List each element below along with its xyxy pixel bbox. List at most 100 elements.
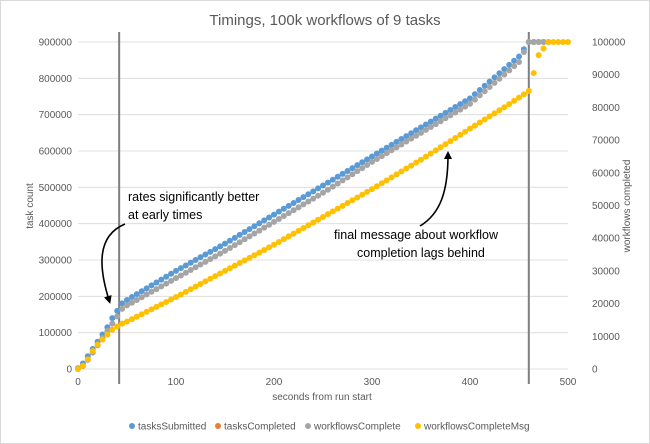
data-point — [383, 150, 390, 157]
data-point — [462, 103, 469, 110]
data-point — [457, 106, 464, 113]
data-point — [447, 106, 454, 113]
legend-marker — [129, 423, 135, 429]
data-point — [163, 280, 170, 287]
data-point — [437, 112, 444, 119]
data-point — [442, 141, 449, 148]
data-point — [535, 52, 542, 59]
legend-item-tasksCompleted: tasksCompleted — [215, 422, 296, 433]
data-point — [246, 254, 253, 261]
data-point — [163, 273, 170, 280]
data-point — [530, 70, 537, 77]
y-tick-label: 600000 — [39, 147, 73, 158]
legend-label: tasksCompleted — [224, 422, 296, 433]
data-point — [128, 316, 135, 323]
data-point — [212, 273, 219, 280]
data-point — [246, 226, 253, 233]
y2-tick-label: 90000 — [592, 70, 620, 81]
data-point — [89, 348, 96, 355]
data-point — [212, 253, 219, 260]
data-point — [300, 194, 307, 201]
data-point — [418, 156, 424, 163]
y2-tick-label: 10000 — [592, 332, 620, 343]
data-point — [349, 197, 356, 204]
data-point — [506, 101, 513, 108]
y2-tick-label: 50000 — [592, 201, 620, 212]
data-point — [295, 227, 302, 234]
data-point — [280, 236, 287, 243]
data-point — [344, 200, 351, 207]
x-tick-label: 200 — [266, 377, 283, 388]
data-point — [364, 161, 371, 168]
data-point — [182, 269, 189, 276]
data-point — [476, 86, 483, 93]
data-point — [442, 109, 449, 116]
data-point — [217, 270, 224, 277]
y-tick-label: 300000 — [39, 256, 73, 267]
data-point — [173, 294, 179, 301]
data-point — [109, 320, 116, 327]
data-point — [280, 213, 287, 220]
y2-tick-label: 100000 — [592, 38, 626, 49]
data-point — [285, 210, 292, 217]
data-point — [501, 71, 508, 78]
annotation-text: completion lags behind — [357, 246, 485, 260]
data-point — [231, 234, 238, 241]
y2-tick-label: 70000 — [592, 136, 620, 147]
data-point — [153, 303, 160, 310]
data-point — [114, 307, 121, 314]
data-point — [163, 298, 170, 305]
data-point — [447, 112, 454, 119]
data-point — [373, 155, 380, 162]
data-point — [403, 165, 410, 172]
data-point — [133, 291, 140, 298]
data-point — [295, 204, 302, 211]
data-point — [143, 308, 150, 315]
data-point — [369, 153, 375, 160]
gridlines — [78, 41, 568, 370]
data-point — [320, 182, 326, 189]
y2-tick-label: 80000 — [592, 103, 620, 114]
data-point — [236, 231, 243, 238]
y2-axis-title: workflows completed — [622, 160, 633, 254]
data-point — [197, 280, 204, 287]
data-point — [261, 246, 268, 253]
data-point — [217, 250, 224, 257]
legend-item-workflowsCompleteMsg: workflowsCompleteMsg — [415, 422, 530, 433]
data-point — [114, 313, 121, 320]
data-point — [148, 282, 155, 289]
data-point — [422, 126, 429, 133]
data-point — [349, 171, 356, 178]
data-point — [271, 218, 277, 225]
data-point — [320, 213, 326, 220]
data-point — [413, 159, 420, 166]
data-point — [315, 216, 322, 223]
data-point — [388, 147, 395, 154]
data-point — [79, 362, 86, 369]
data-point — [315, 192, 322, 199]
annotation-text: final message about workflow — [334, 228, 499, 242]
data-point — [310, 219, 317, 226]
data-point — [202, 258, 209, 265]
data-point — [231, 262, 238, 269]
data-point — [506, 61, 513, 68]
y2-tick-label: 20000 — [592, 299, 620, 310]
data-point — [173, 275, 179, 282]
data-point — [305, 198, 312, 205]
data-point — [481, 82, 488, 89]
data-point — [418, 129, 424, 136]
data-point — [457, 131, 464, 138]
data-point — [354, 168, 361, 175]
data-point — [109, 326, 116, 333]
data-point — [398, 168, 405, 175]
data-point — [427, 124, 434, 131]
y-tick-label: 200000 — [39, 292, 73, 303]
data-point — [138, 288, 145, 295]
data-point — [408, 135, 415, 142]
data-point — [197, 254, 204, 261]
data-point — [207, 275, 214, 282]
data-point — [251, 230, 258, 237]
legend-marker — [305, 423, 311, 429]
data-point — [364, 156, 371, 163]
data-point — [266, 214, 273, 221]
